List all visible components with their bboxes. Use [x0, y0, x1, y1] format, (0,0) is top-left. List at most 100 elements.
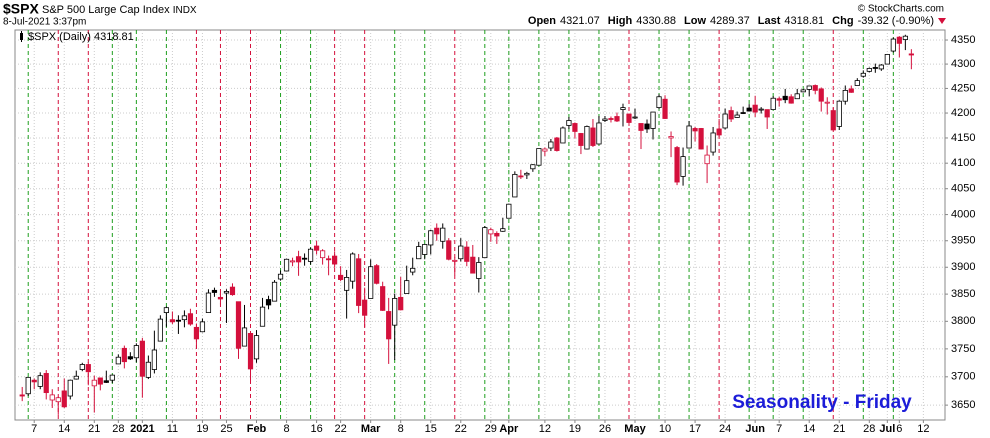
- y-tick-label: 3800: [951, 315, 975, 327]
- x-tick-label: Apr: [499, 423, 519, 435]
- candle-body: [770, 97, 776, 110]
- candle-body: [181, 315, 188, 321]
- quote-value: 4321.07: [560, 15, 600, 27]
- candle-body: [746, 107, 752, 112]
- candle-body: [800, 89, 806, 93]
- candle-body: [764, 109, 770, 118]
- candle-body: [326, 258, 332, 261]
- candle-body: [356, 258, 362, 306]
- candle-body: [866, 68, 872, 72]
- candle-body: [362, 299, 368, 316]
- candle-body: [127, 356, 133, 360]
- x-tick-label: 22: [334, 423, 346, 435]
- candle-body: [380, 286, 386, 311]
- x-tick-label: Jun: [745, 423, 765, 435]
- candle-body: [806, 85, 812, 90]
- candle-body: [872, 67, 878, 69]
- candle-body: [812, 85, 818, 91]
- candle-body: [344, 277, 350, 291]
- candle-body: [692, 128, 698, 132]
- candle-body: [728, 110, 734, 120]
- candle-body: [878, 64, 884, 70]
- x-tick-label: 29: [485, 423, 497, 435]
- x-tick-label: 15: [425, 423, 437, 435]
- candle-body: [716, 128, 722, 136]
- candle-body: [734, 114, 740, 118]
- candle-body: [818, 88, 824, 102]
- plot-frame: [14, 29, 946, 421]
- x-tick-label: 6: [896, 423, 902, 435]
- candle-body: [145, 361, 151, 378]
- candle-body: [283, 258, 290, 272]
- candle-body: [476, 262, 482, 279]
- x-tick-label: 21: [833, 423, 845, 435]
- candle-body: [836, 100, 842, 127]
- x-tick-label: 24: [719, 423, 731, 435]
- candle-body: [596, 122, 602, 145]
- candle-body: [578, 133, 584, 146]
- candle-body: [428, 230, 434, 246]
- candle-body: [229, 286, 236, 296]
- candle-body: [554, 137, 560, 151]
- quote-value: 4289.37: [710, 15, 750, 27]
- candle-body: [259, 306, 266, 327]
- candle-body: [884, 54, 890, 65]
- legend-label: $SPX (Daily): [28, 31, 91, 43]
- x-tick-label: 19: [196, 423, 208, 435]
- x-tick-label: Jul: [879, 423, 895, 435]
- quote-value: 4330.88: [636, 15, 676, 27]
- y-tick-label: 4050: [951, 183, 975, 195]
- candle-body: [608, 118, 614, 120]
- candle-body: [776, 98, 782, 101]
- candle-body: [169, 319, 176, 323]
- symbol: $SPX: [3, 1, 39, 17]
- candle-body: [704, 154, 710, 165]
- candle-body: [217, 296, 224, 300]
- x-tick-label: 28: [863, 423, 875, 435]
- x-tick-label: 28: [112, 423, 124, 435]
- candle-body: [271, 281, 278, 302]
- candle-body: [19, 394, 25, 397]
- candle-body: [350, 253, 356, 282]
- candle-body: [590, 127, 596, 146]
- candle-body: [566, 120, 572, 126]
- exchange: INDX: [173, 5, 197, 16]
- y-tick-label: 3900: [951, 261, 975, 273]
- candle-body: [386, 311, 392, 340]
- candle-body: [295, 256, 302, 263]
- candle-body: [470, 256, 476, 274]
- candle-body: [235, 301, 242, 349]
- y-tick-label: 3750: [951, 343, 975, 355]
- candle-body: [758, 108, 764, 111]
- quote-value: 4318.81: [784, 15, 824, 27]
- quote-label: Low: [684, 15, 706, 27]
- candle-body: [698, 128, 704, 150]
- x-tick-label: 11: [167, 423, 178, 435]
- candle-body: [55, 397, 61, 403]
- candle-body: [265, 299, 272, 306]
- y-tick-label: 3700: [951, 371, 975, 383]
- candle-body: [193, 326, 200, 340]
- quote-label: Last: [758, 15, 781, 27]
- y-tick-label: 4000: [951, 208, 975, 220]
- candle-body: [253, 335, 260, 360]
- timestamp: 8-Jul-2021 3:37pm: [3, 17, 86, 28]
- x-tick-label: 12: [539, 423, 551, 435]
- candle-body: [103, 380, 109, 383]
- candle-body: [133, 345, 139, 359]
- candle-body: [830, 110, 836, 131]
- copyright: © StockCharts.com: [858, 4, 944, 15]
- x-tick-label: 19: [569, 423, 581, 435]
- candle-body: [680, 156, 686, 177]
- x-tick-label: 8: [283, 423, 289, 435]
- candle-body: [788, 96, 794, 104]
- y-tick-label: 4350: [951, 34, 975, 46]
- candle-body: [31, 379, 37, 383]
- candle-body: [638, 123, 644, 131]
- x-tick-label: 2021: [130, 423, 154, 435]
- candle-body: [247, 332, 254, 370]
- candle-body: [410, 267, 416, 273]
- y-tick-label: 3850: [951, 288, 975, 300]
- candle-body: [860, 72, 866, 77]
